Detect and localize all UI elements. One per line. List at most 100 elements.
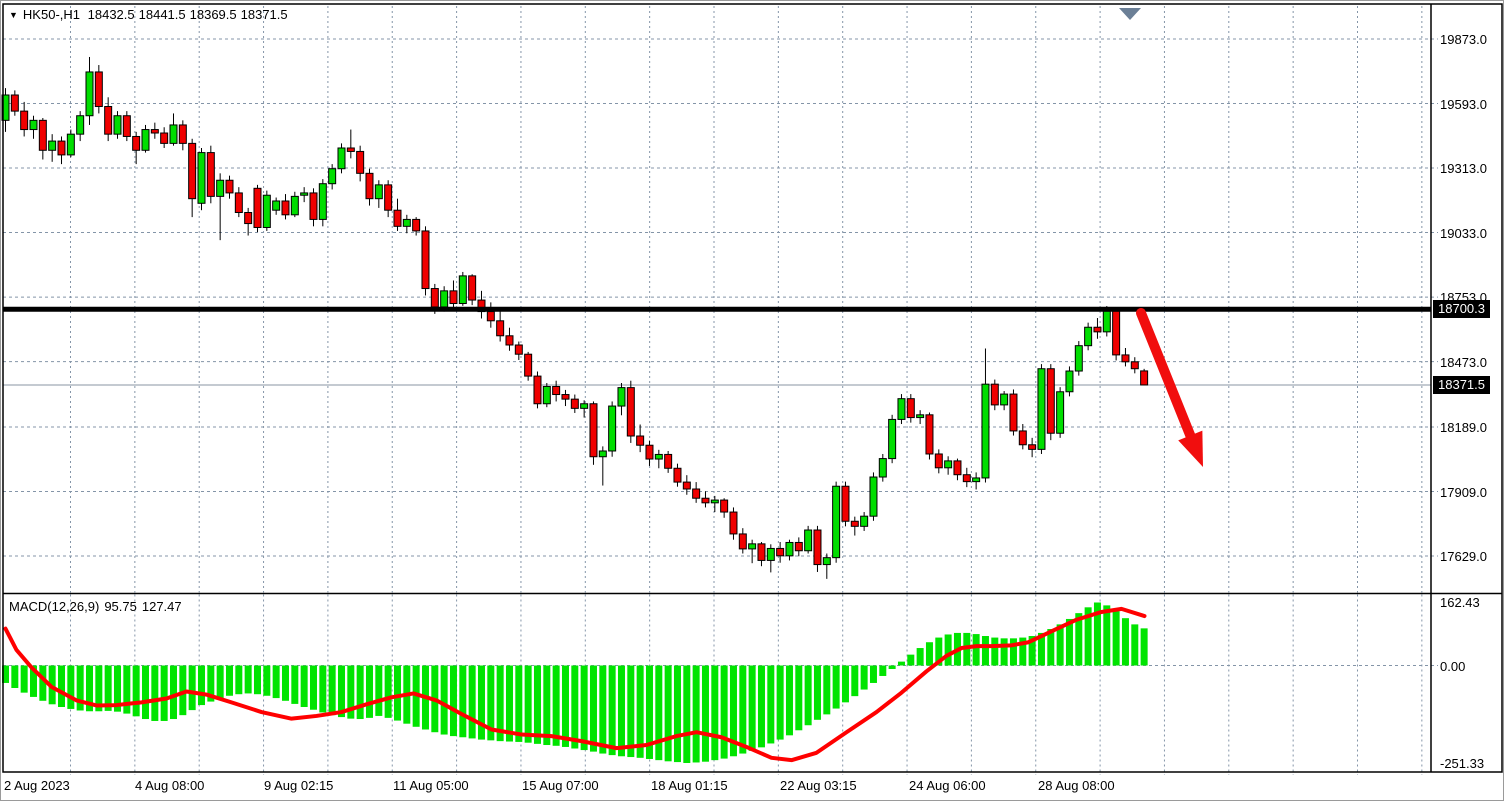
bullish-candle[interactable] [85,71,94,117]
bearish-candle[interactable] [1112,310,1121,356]
bullish-candle[interactable] [878,458,887,478]
bullish-candle[interactable] [1074,345,1083,372]
bullish-candle[interactable] [1056,391,1065,434]
bearish-candle[interactable] [850,520,859,527]
bearish-candle[interactable] [925,414,934,455]
bearish-candle[interactable] [430,288,439,308]
bullish-candle[interactable] [169,124,178,144]
bearish-candle[interactable] [206,152,215,197]
bullish-candle[interactable] [290,195,299,216]
bullish-candle[interactable] [1084,326,1093,347]
bullish-candle[interactable] [328,168,337,185]
bearish-candle[interactable] [496,320,505,337]
bullish-candle[interactable] [897,398,906,420]
bearish-candle[interactable] [673,467,682,483]
chart-shift-marker-icon[interactable] [1119,8,1141,20]
bearish-candle[interactable] [906,398,915,419]
bearish-candle[interactable] [524,353,533,377]
bearish-candle[interactable] [356,150,365,174]
bearish-candle[interactable] [244,212,253,225]
bearish-candle[interactable] [253,187,262,228]
bullish-candle[interactable] [318,183,327,220]
bullish-candle[interactable] [262,194,271,228]
bearish-candle[interactable] [841,485,850,522]
bearish-candle[interactable] [962,474,971,483]
bullish-candle[interactable] [374,184,383,200]
bearish-candle[interactable] [701,497,710,504]
bullish-candle[interactable] [785,541,794,557]
bearish-candle[interactable] [589,403,598,458]
bullish-candle[interactable] [1037,368,1046,450]
bearish-candle[interactable] [234,192,243,214]
bearish-candle[interactable] [552,385,561,396]
bearish-candle[interactable] [934,453,943,469]
bullish-candle[interactable] [710,499,719,504]
bearish-candle[interactable] [1009,393,1018,432]
bullish-candle[interactable] [76,115,85,135]
bearish-candle[interactable] [570,398,579,409]
bearish-candle[interactable] [122,115,131,137]
bullish-candle[interactable] [542,385,551,405]
bullish-candle[interactable] [66,133,75,156]
bullish-candle[interactable] [916,414,925,419]
bullish-candle[interactable] [766,547,775,561]
bearish-candle[interactable] [505,335,514,346]
bearish-candle[interactable] [94,71,103,108]
bearish-candle[interactable] [990,383,999,406]
bullish-candle[interactable] [654,453,663,460]
bearish-candle[interactable] [1093,326,1102,333]
bullish-candle[interactable] [113,115,122,135]
bearish-candle[interactable] [281,200,290,216]
bearish-candle[interactable] [738,533,747,550]
bullish-candle[interactable] [272,200,281,211]
bearish-candle[interactable] [776,547,785,557]
bullish-candle[interactable] [300,192,309,196]
bullish-candle[interactable] [197,152,206,204]
bullish-candle[interactable] [1000,393,1009,406]
bullish-candle[interactable] [440,290,449,308]
bullish-candle[interactable] [608,405,617,452]
bullish-candle[interactable] [458,275,467,305]
bearish-candle[interactable] [794,541,803,552]
bearish-candle[interactable] [57,140,66,156]
bullish-candle[interactable] [580,403,589,409]
bearish-candle[interactable] [561,394,570,400]
bullish-candle[interactable] [804,529,813,552]
bullish-candle[interactable] [869,476,878,517]
bullish-candle[interactable] [981,383,990,479]
bearish-candle[interactable] [757,543,766,561]
bearish-candle[interactable] [393,209,402,227]
bearish-candle[interactable] [346,147,355,152]
bearish-candle[interactable] [692,488,701,499]
bearish-candle[interactable] [188,142,197,200]
trend-arrow-shaft[interactable] [1136,308,1196,441]
bearish-candle[interactable] [421,230,430,290]
bearish-candle[interactable] [160,132,169,144]
bearish-candle[interactable] [468,275,477,301]
bullish-candle[interactable] [141,129,150,151]
bearish-candle[interactable] [104,106,113,135]
bearish-candle[interactable] [1130,361,1139,370]
bullish-candle[interactable] [1,94,10,121]
bearish-candle[interactable] [449,290,458,305]
bearish-candle[interactable] [729,511,738,535]
bearish-candle[interactable] [1046,368,1055,434]
bearish-candle[interactable] [720,499,729,513]
bullish-candle[interactable] [402,218,411,227]
bullish-candle[interactable] [29,119,38,131]
bullish-candle[interactable] [944,460,953,469]
bearish-candle[interactable] [636,435,645,446]
bearish-candle[interactable] [953,460,962,476]
bullish-candle[interactable] [1102,310,1111,333]
bearish-candle[interactable] [1018,430,1027,446]
bullish-candle[interactable] [617,387,626,407]
bearish-candle[interactable] [132,135,141,151]
bullish-candle[interactable] [598,450,607,458]
bearish-candle[interactable] [38,119,47,151]
bullish-candle[interactable] [337,147,346,170]
bearish-candle[interactable] [486,311,495,322]
bearish-candle[interactable] [645,444,654,460]
bearish-candle[interactable] [178,124,187,144]
bullish-candle[interactable] [748,543,757,550]
